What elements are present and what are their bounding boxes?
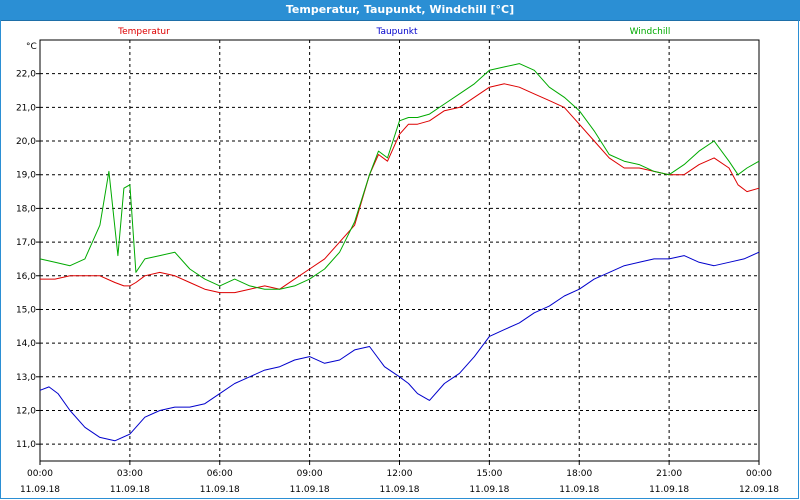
y-tick-label: 12,0 xyxy=(16,406,36,416)
y-tick-label: 21,0 xyxy=(16,103,36,113)
x-tick-date: 11.09.18 xyxy=(649,485,689,495)
x-tick-time: 18:00 xyxy=(566,469,592,479)
x-tick-time: 00:00 xyxy=(746,469,772,479)
x-tick-time: 12:00 xyxy=(387,469,413,479)
y-tick-label: 22,0 xyxy=(16,70,36,80)
x-tick-time: 03:00 xyxy=(117,469,143,479)
x-tick-time: 21:00 xyxy=(656,469,682,479)
x-tick-date: 11.09.18 xyxy=(110,485,150,495)
legend-entry-taupunkt: Taupunkt xyxy=(375,27,418,37)
x-tick-time: 15:00 xyxy=(476,469,502,479)
y-tick-label: 11,0 xyxy=(16,440,36,450)
chart-frame xyxy=(0,20,799,499)
series-lines xyxy=(39,63,760,442)
x-tick-date: 11.09.18 xyxy=(379,485,419,495)
grid xyxy=(40,40,759,461)
x-tick-date: 11.09.18 xyxy=(290,485,330,495)
series-line-temperatur xyxy=(40,83,760,294)
x-tick-time: 09:00 xyxy=(297,469,323,479)
y-axis-unit: °C xyxy=(26,42,37,52)
x-tick-time: 06:00 xyxy=(207,469,233,479)
series-line-windchill xyxy=(39,63,760,290)
x-tick-date: 11.09.18 xyxy=(559,485,599,495)
x-tick-date: 11.09.18 xyxy=(200,485,240,495)
x-axis-ticks: 00:00 11.09.18 03:00 11.09.18 06:00 11.09.18 0… xyxy=(20,461,779,495)
y-tick-label: 15,0 xyxy=(16,305,36,315)
x-tick-date: 11.09.18 xyxy=(20,485,60,495)
series-line-taupunkt xyxy=(39,251,760,442)
y-axis-ticks: 11,0 12,0 13,0 14,0 15,0 16,0 17,0 18,0 19,0 20,0… xyxy=(16,70,40,450)
legend-entry-windchill: Windchill xyxy=(630,27,671,37)
legend-entry-temperatur: Temperatur xyxy=(117,27,170,37)
y-tick-label: 17,0 xyxy=(16,238,36,248)
y-tick-label: 13,0 xyxy=(16,373,36,383)
x-tick-date: 11.09.18 xyxy=(469,485,509,495)
y-tick-label: 20,0 xyxy=(16,137,36,147)
x-tick-time: 00:00 xyxy=(27,469,53,479)
y-tick-label: 16,0 xyxy=(16,272,36,282)
y-tick-label: 18,0 xyxy=(16,204,36,214)
y-tick-label: 14,0 xyxy=(16,339,36,349)
window-title: Temperatur, Taupunkt, Windchill [°C] xyxy=(0,0,800,21)
legend: Temperatur Taupunkt Windchill xyxy=(117,27,670,37)
y-tick-label: 19,0 xyxy=(16,171,36,181)
x-tick-date: 12.09.18 xyxy=(739,485,779,495)
